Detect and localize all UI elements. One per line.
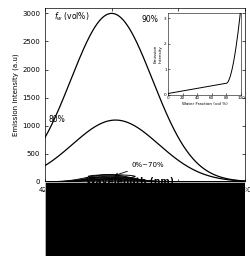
Y-axis label: Emission intensity (a.u): Emission intensity (a.u) [13, 53, 19, 136]
Text: 0%~70%: 0%~70% [115, 162, 164, 176]
Text: Wavelength (nm): Wavelength (nm) [86, 177, 174, 186]
Text: 80%: 80% [49, 115, 66, 124]
Text: 90%: 90% [142, 15, 158, 24]
Text: $\it{f}_w$ (vol%): $\it{f}_w$ (vol%) [54, 11, 90, 23]
